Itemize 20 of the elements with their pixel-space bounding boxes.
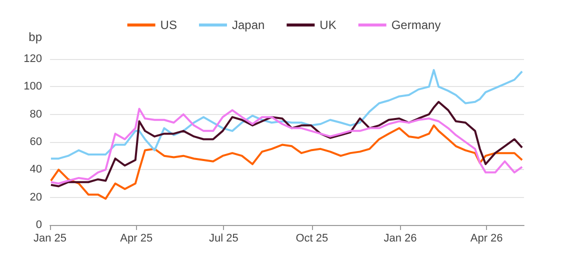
x-tick-label: Jul 25: [208, 232, 238, 244]
line-series: [50, 124, 524, 200]
y-tick-label: 20: [30, 191, 42, 204]
y-tick-label: 120: [24, 53, 42, 65]
legend-label: Japan: [232, 18, 265, 32]
x-tick-label: Apr 25: [120, 232, 153, 244]
x-tick-label: Jan 26: [384, 232, 417, 244]
y-tick-label: 100: [24, 80, 42, 93]
legend-label: UK: [320, 18, 336, 32]
x-tick-label: Apr 26: [470, 232, 503, 244]
x-tick-label: Oct 25: [296, 232, 328, 244]
y-tick-label: 40: [30, 164, 42, 176]
legend-label: US: [160, 18, 177, 32]
y-tick-label: 60: [30, 136, 42, 148]
legend-label: Germany: [391, 18, 441, 32]
y-tick-label: 0: [36, 219, 42, 231]
y-axis-title: bp: [28, 30, 42, 44]
line-series: [50, 69, 524, 160]
x-tick-label: Jan 25: [33, 232, 67, 244]
y-tick-label: 80: [30, 108, 42, 120]
